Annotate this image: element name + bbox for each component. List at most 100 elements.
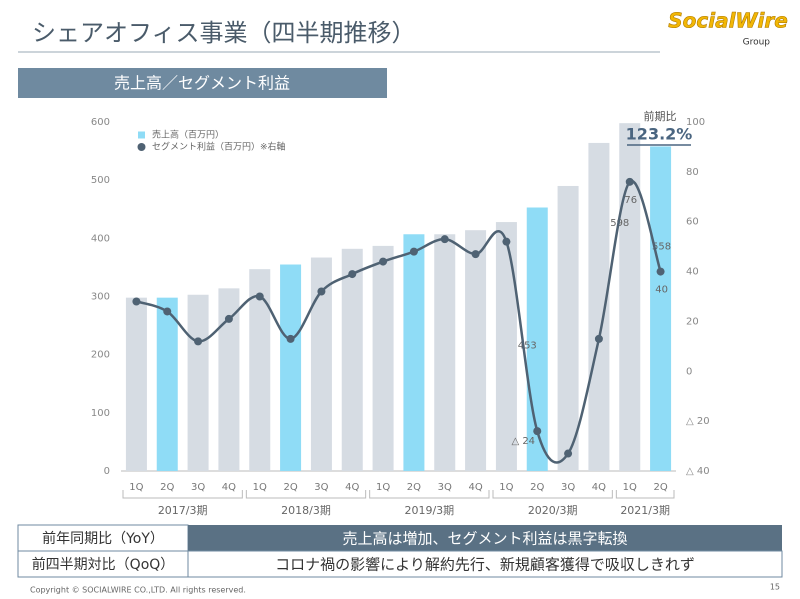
y2-tick-label: 20 xyxy=(686,316,699,327)
y-tick-label: 100 xyxy=(91,408,110,419)
line-point xyxy=(502,237,511,246)
table-cell xyxy=(188,525,782,551)
bar xyxy=(187,294,209,471)
group-label: 2017/3期 xyxy=(158,504,208,517)
group-label: 2021/3期 xyxy=(620,504,670,517)
bar xyxy=(619,123,641,471)
bar-value-label: 598 xyxy=(610,218,629,229)
bar xyxy=(403,234,425,471)
legend-swatch xyxy=(137,143,146,151)
line xyxy=(136,179,662,464)
logo: SocialWire xyxy=(668,9,788,33)
table-cell xyxy=(17,550,189,578)
x-tick-label: 2Q xyxy=(160,482,174,493)
x-tick-label: 3Q xyxy=(191,482,205,493)
x-tick-label: 1Q xyxy=(129,482,143,493)
legend-swatch xyxy=(138,131,145,139)
line-point xyxy=(594,334,603,343)
bar xyxy=(557,185,579,471)
bar xyxy=(465,230,487,471)
bar xyxy=(156,297,178,471)
line-point xyxy=(317,287,326,296)
x-tick-label: 4Q xyxy=(592,482,606,493)
logo-sub: Group xyxy=(743,38,771,48)
x-tick-label: 3Q xyxy=(561,482,575,493)
bar xyxy=(310,257,332,471)
copyright: Copyright © SOCIALWIRE CO.,LTD. All righ… xyxy=(30,586,246,595)
x-tick-label: 4Q xyxy=(468,482,482,493)
bar-value-label: 453 xyxy=(518,341,537,352)
table-value: コロナ禍の影響により解約先行、新規顧客獲得で吸収しきれず xyxy=(275,556,695,574)
y2-tick-label: 40 xyxy=(686,267,699,278)
x-tick-label: 2Q xyxy=(653,482,667,493)
line-point xyxy=(379,257,388,266)
x-tick-label: 2Q xyxy=(407,482,421,493)
x-tick-label: 1Q xyxy=(499,482,513,493)
group-bracket xyxy=(245,490,367,499)
x-tick-label: 4Q xyxy=(222,482,236,493)
legend-label: セグメント利益（百万円）※右軸 xyxy=(152,141,286,153)
group-bracket xyxy=(492,490,613,499)
y2-tick-label: 80 xyxy=(686,167,699,178)
y2-tick-label: △ 40 xyxy=(686,466,710,477)
line-point xyxy=(440,235,449,244)
y2-tick-label: 0 xyxy=(686,366,692,377)
y2-tick-label: 100 xyxy=(686,117,705,128)
table-value: 売上高は増加、セグメント利益は黒字転換 xyxy=(342,530,627,548)
table-label: 前四半期対比（QoQ） xyxy=(32,556,175,573)
x-tick-label: 2Q xyxy=(283,482,297,493)
bar xyxy=(249,269,271,471)
y-tick-label: 400 xyxy=(91,233,110,244)
line-point xyxy=(471,250,480,259)
line-point xyxy=(255,292,264,301)
table-label: 前年同期比（YoY） xyxy=(42,530,164,547)
bar xyxy=(125,297,147,471)
line-point xyxy=(409,247,418,256)
section-title: 売上高／セグメント利益 xyxy=(114,74,290,93)
group-label: 2018/3期 xyxy=(281,504,331,517)
x-tick-label: 3Q xyxy=(438,482,452,493)
slide-title: シェアオフィス事業（四半期推移） xyxy=(32,19,416,47)
line-point xyxy=(194,337,203,346)
bar xyxy=(495,222,517,471)
group-label: 2019/3期 xyxy=(404,504,454,517)
legend-label: 売上高（百万円） xyxy=(152,129,224,141)
annotation-value: 123.2% xyxy=(626,125,693,144)
bar xyxy=(650,146,672,471)
bar xyxy=(280,264,302,471)
group-bracket xyxy=(369,490,490,499)
line-point xyxy=(533,427,542,436)
line-value-label: △ 24 xyxy=(511,436,535,447)
table-cell xyxy=(187,550,783,578)
x-tick-label: 1Q xyxy=(376,482,390,493)
line-point xyxy=(224,314,233,323)
x-tick-label: 1Q xyxy=(253,482,267,493)
group-label: 2020/3期 xyxy=(528,504,578,517)
line-point xyxy=(348,270,357,279)
x-tick-label: 1Q xyxy=(623,482,637,493)
group-bracket xyxy=(615,490,675,499)
bar xyxy=(218,288,240,471)
line-value-label: 76 xyxy=(624,195,637,206)
x-tick-label: 4Q xyxy=(345,482,359,493)
y-tick-label: 300 xyxy=(91,292,110,303)
chart: 0 100 200 300 400 500 600 △ 40 △ 20 0 20 40 60 80 100 4… xyxy=(91,109,710,517)
line-point xyxy=(625,177,634,186)
line-point xyxy=(132,297,141,306)
bar-value-label: 558 xyxy=(652,241,671,252)
annotation-label: 前期比 xyxy=(644,109,677,123)
y-tick-label: 0 xyxy=(104,466,110,477)
line-point xyxy=(286,334,295,343)
bar xyxy=(341,248,363,471)
bar xyxy=(372,245,394,471)
line-point xyxy=(163,307,172,316)
y-tick-label: 500 xyxy=(91,175,110,186)
line-point xyxy=(564,449,573,458)
x-tick-label: 3Q xyxy=(314,482,328,493)
y2-tick-label: 60 xyxy=(686,217,699,228)
y2-tick-label: △ 20 xyxy=(686,416,710,427)
y-tick-label: 600 xyxy=(91,117,110,128)
page-number: 15 xyxy=(770,583,780,592)
x-tick-label: 2Q xyxy=(530,482,544,493)
